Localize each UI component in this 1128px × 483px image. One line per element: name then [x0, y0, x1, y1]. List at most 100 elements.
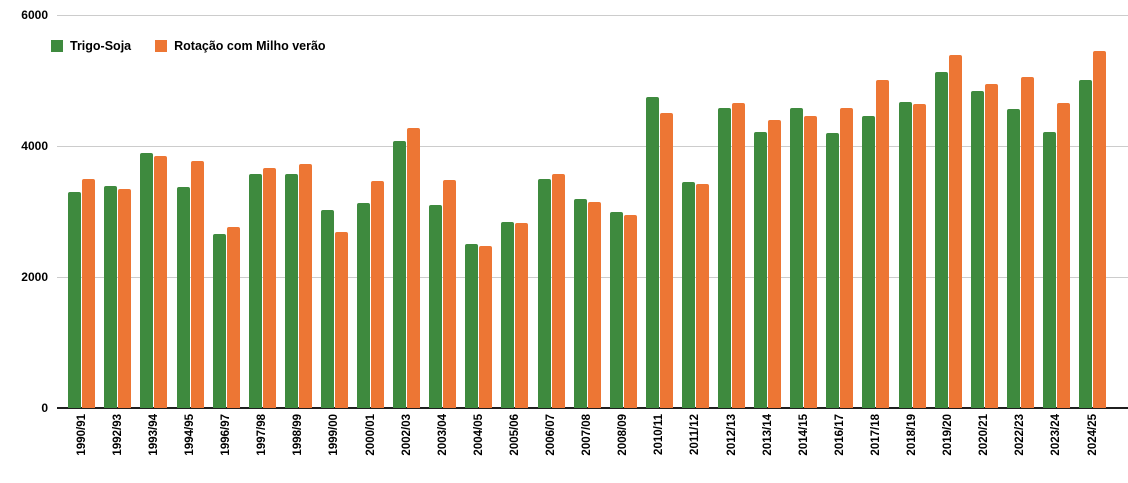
- legend: Trigo-Soja Rotação com Milho verão: [51, 39, 326, 53]
- bar-trigo-soja-2012-13[interactable]: [718, 108, 731, 408]
- x-axis-category-label-2014-15: 2014/15: [797, 414, 810, 456]
- bar-rotacao-milho-verao-2016-17[interactable]: [840, 108, 854, 408]
- bar-trigo-soja-2005-06[interactable]: [501, 221, 515, 408]
- gridline-6000: [57, 15, 1128, 16]
- x-axis-category-label-1990-91: 1990/91: [75, 414, 88, 456]
- bar-trigo-soja-2016-17[interactable]: [826, 132, 840, 408]
- bar-rotacao-milho-verao-1997-98[interactable]: [262, 167, 276, 408]
- x-axis-category-label-2008-09: 2008/09: [617, 414, 630, 456]
- x-axis-category-label-1996-97: 1996/97: [220, 414, 233, 456]
- bar-trigo-soja-1994-95[interactable]: [176, 186, 190, 408]
- bar-rotacao-milho-verao-1992-93[interactable]: [118, 189, 132, 408]
- bar-trigo-soja-2022-23[interactable]: [1006, 109, 1020, 408]
- x-axis-category-label-2011-12: 2011/12: [689, 414, 702, 455]
- x-axis-category-label-1994-95: 1994/95: [184, 414, 196, 456]
- x-axis-line: [57, 407, 1128, 409]
- bar-trigo-soja-1993-94[interactable]: [140, 152, 154, 408]
- bar-trigo-soja-1997-98[interactable]: [248, 174, 262, 408]
- x-axis-category-label-2004-05: 2004/05: [472, 414, 485, 456]
- x-axis-category-label-2012-13: 2012/13: [725, 414, 738, 456]
- bar-trigo-soja-2018-19[interactable]: [898, 102, 912, 408]
- bar-trigo-soja-2013-14[interactable]: [754, 132, 768, 408]
- bar-trigo-soja-1990-91[interactable]: [68, 191, 82, 408]
- bar-rotacao-milho-verao-2002-03[interactable]: [407, 128, 421, 408]
- legend-swatch-green: [51, 40, 63, 52]
- bar-trigo-soja-2008-09[interactable]: [609, 211, 623, 408]
- x-axis-category-label-2007-08: 2007/08: [581, 414, 594, 456]
- bar-trigo-soja-1999-00[interactable]: [320, 209, 334, 408]
- x-axis-category-label-2002-03: 2002/03: [400, 414, 413, 456]
- bar-rotacao-milho-verao-2013-14[interactable]: [768, 119, 782, 408]
- bar-trigo-soja-2000-01[interactable]: [357, 202, 370, 408]
- x-axis-category-label-1998-99: 1998/99: [292, 414, 305, 456]
- bar-trigo-soja-2011-12[interactable]: [681, 182, 695, 408]
- bar-rotacao-milho-verao-1999-00[interactable]: [334, 232, 348, 408]
- bar-trigo-soja-1996-97[interactable]: [212, 234, 226, 408]
- y-axis-tick-label-0: 0: [41, 401, 48, 415]
- bar-rotacao-milho-verao-1990-91[interactable]: [82, 178, 96, 408]
- bar-rotacao-milho-verao-2011-12[interactable]: [695, 183, 709, 408]
- bar-rotacao-milho-verao-2023-24[interactable]: [1056, 102, 1070, 408]
- y-axis-tick-label-2000: 2000: [21, 270, 48, 284]
- x-axis-category-label-2017-18: 2017/18: [869, 414, 882, 456]
- bar-rotacao-milho-verao-1993-94[interactable]: [154, 156, 168, 408]
- x-axis-category-label-1999-00: 1999/00: [328, 414, 341, 456]
- bar-trigo-soja-2017-18[interactable]: [862, 115, 876, 408]
- bar-trigo-soja-2006-07[interactable]: [537, 179, 551, 408]
- bar-rotacao-milho-verao-2014-15[interactable]: [804, 115, 818, 408]
- bar-trigo-soja-2014-15[interactable]: [790, 108, 804, 408]
- bar-trigo-soja-2002-03[interactable]: [393, 141, 407, 408]
- x-axis-category-label-2006-07: 2006/07: [545, 414, 557, 456]
- bar-rotacao-milho-verao-2024-25[interactable]: [1093, 51, 1106, 408]
- x-axis-category-label-2003-04: 2003/04: [436, 414, 449, 456]
- x-axis-category-label-2016-17: 2016/17: [833, 414, 846, 456]
- bar-rotacao-milho-verao-2020-21[interactable]: [984, 83, 998, 408]
- bar-trigo-soja-2024-25[interactable]: [1079, 79, 1092, 408]
- bar-trigo-soja-2023-24[interactable]: [1042, 131, 1056, 408]
- bar-rotacao-milho-verao-2018-19[interactable]: [912, 104, 926, 408]
- bar-trigo-soja-2019-20[interactable]: [934, 71, 948, 408]
- x-axis-category-label-2020-21: 2020/21: [978, 414, 991, 456]
- x-axis-category-label-1997-98: 1997/98: [256, 414, 269, 456]
- bar-rotacao-milho-verao-2017-18[interactable]: [876, 79, 890, 408]
- bar-rotacao-milho-verao-1996-97[interactable]: [226, 226, 240, 408]
- bar-rotacao-milho-verao-2012-13[interactable]: [732, 102, 745, 408]
- x-axis-category-label-2024-25: 2024/25: [1086, 414, 1099, 456]
- x-axis-category-label-1993-94: 1993/94: [147, 414, 160, 456]
- x-axis-category-label-2018-19: 2018/19: [906, 414, 918, 456]
- y-axis-tick-label-6000: 6000: [21, 8, 48, 22]
- x-axis-category-label-2010-11: 2010/11: [653, 414, 666, 455]
- x-axis-category-label-2023-24: 2023/24: [1050, 414, 1063, 456]
- bar-rotacao-milho-verao-2019-20[interactable]: [948, 54, 962, 408]
- x-axis-category-label-2000-01: 2000/01: [364, 414, 377, 456]
- bar-trigo-soja-2004-05[interactable]: [465, 243, 479, 408]
- bar-rotacao-milho-verao-2004-05[interactable]: [479, 246, 493, 408]
- bar-trigo-soja-1992-93[interactable]: [104, 185, 118, 408]
- bar-rotacao-milho-verao-2005-06[interactable]: [515, 223, 529, 408]
- bar-rotacao-milho-verao-2010-11[interactable]: [659, 113, 673, 408]
- x-axis-category-label-2005-06: 2005/06: [508, 414, 521, 456]
- bar-trigo-soja-2020-21[interactable]: [970, 90, 984, 408]
- bar-trigo-soja-2003-04[interactable]: [429, 204, 443, 408]
- legend-label-trigo-soja: Trigo-Soja: [70, 39, 132, 53]
- bar-trigo-soja-1998-99[interactable]: [284, 173, 298, 408]
- bar-trigo-soja-2010-11[interactable]: [645, 96, 659, 408]
- bar-rotacao-milho-verao-2008-09[interactable]: [623, 214, 637, 408]
- bar-rotacao-milho-verao-2007-08[interactable]: [587, 201, 601, 408]
- bar-rotacao-milho-verao-2003-04[interactable]: [443, 180, 457, 408]
- y-axis-tick-label-4000: 4000: [21, 139, 48, 153]
- bar-rotacao-milho-verao-2000-01[interactable]: [371, 180, 384, 408]
- legend-item-trigo-soja[interactable]: Trigo-Soja: [51, 39, 131, 53]
- bar-rotacao-milho-verao-1994-95[interactable]: [190, 161, 204, 408]
- x-axis-category-label-1992-93: 1992/93: [111, 414, 124, 456]
- legend-label-rotacao-milho-verao: Rotação com Milho verão: [174, 39, 326, 53]
- bar-rotacao-milho-verao-2006-07[interactable]: [551, 173, 565, 408]
- bar-rotacao-milho-verao-2022-23[interactable]: [1020, 76, 1034, 408]
- legend-item-rotacao-milho-verao[interactable]: Rotação com Milho verão: [155, 39, 326, 53]
- legend-swatch-orange: [155, 40, 168, 52]
- x-axis-category-label-2013-14: 2013/14: [761, 414, 774, 456]
- bar-trigo-soja-2007-08[interactable]: [573, 199, 587, 408]
- bar-rotacao-milho-verao-1998-99[interactable]: [298, 163, 312, 408]
- gridline-4000: [57, 146, 1128, 147]
